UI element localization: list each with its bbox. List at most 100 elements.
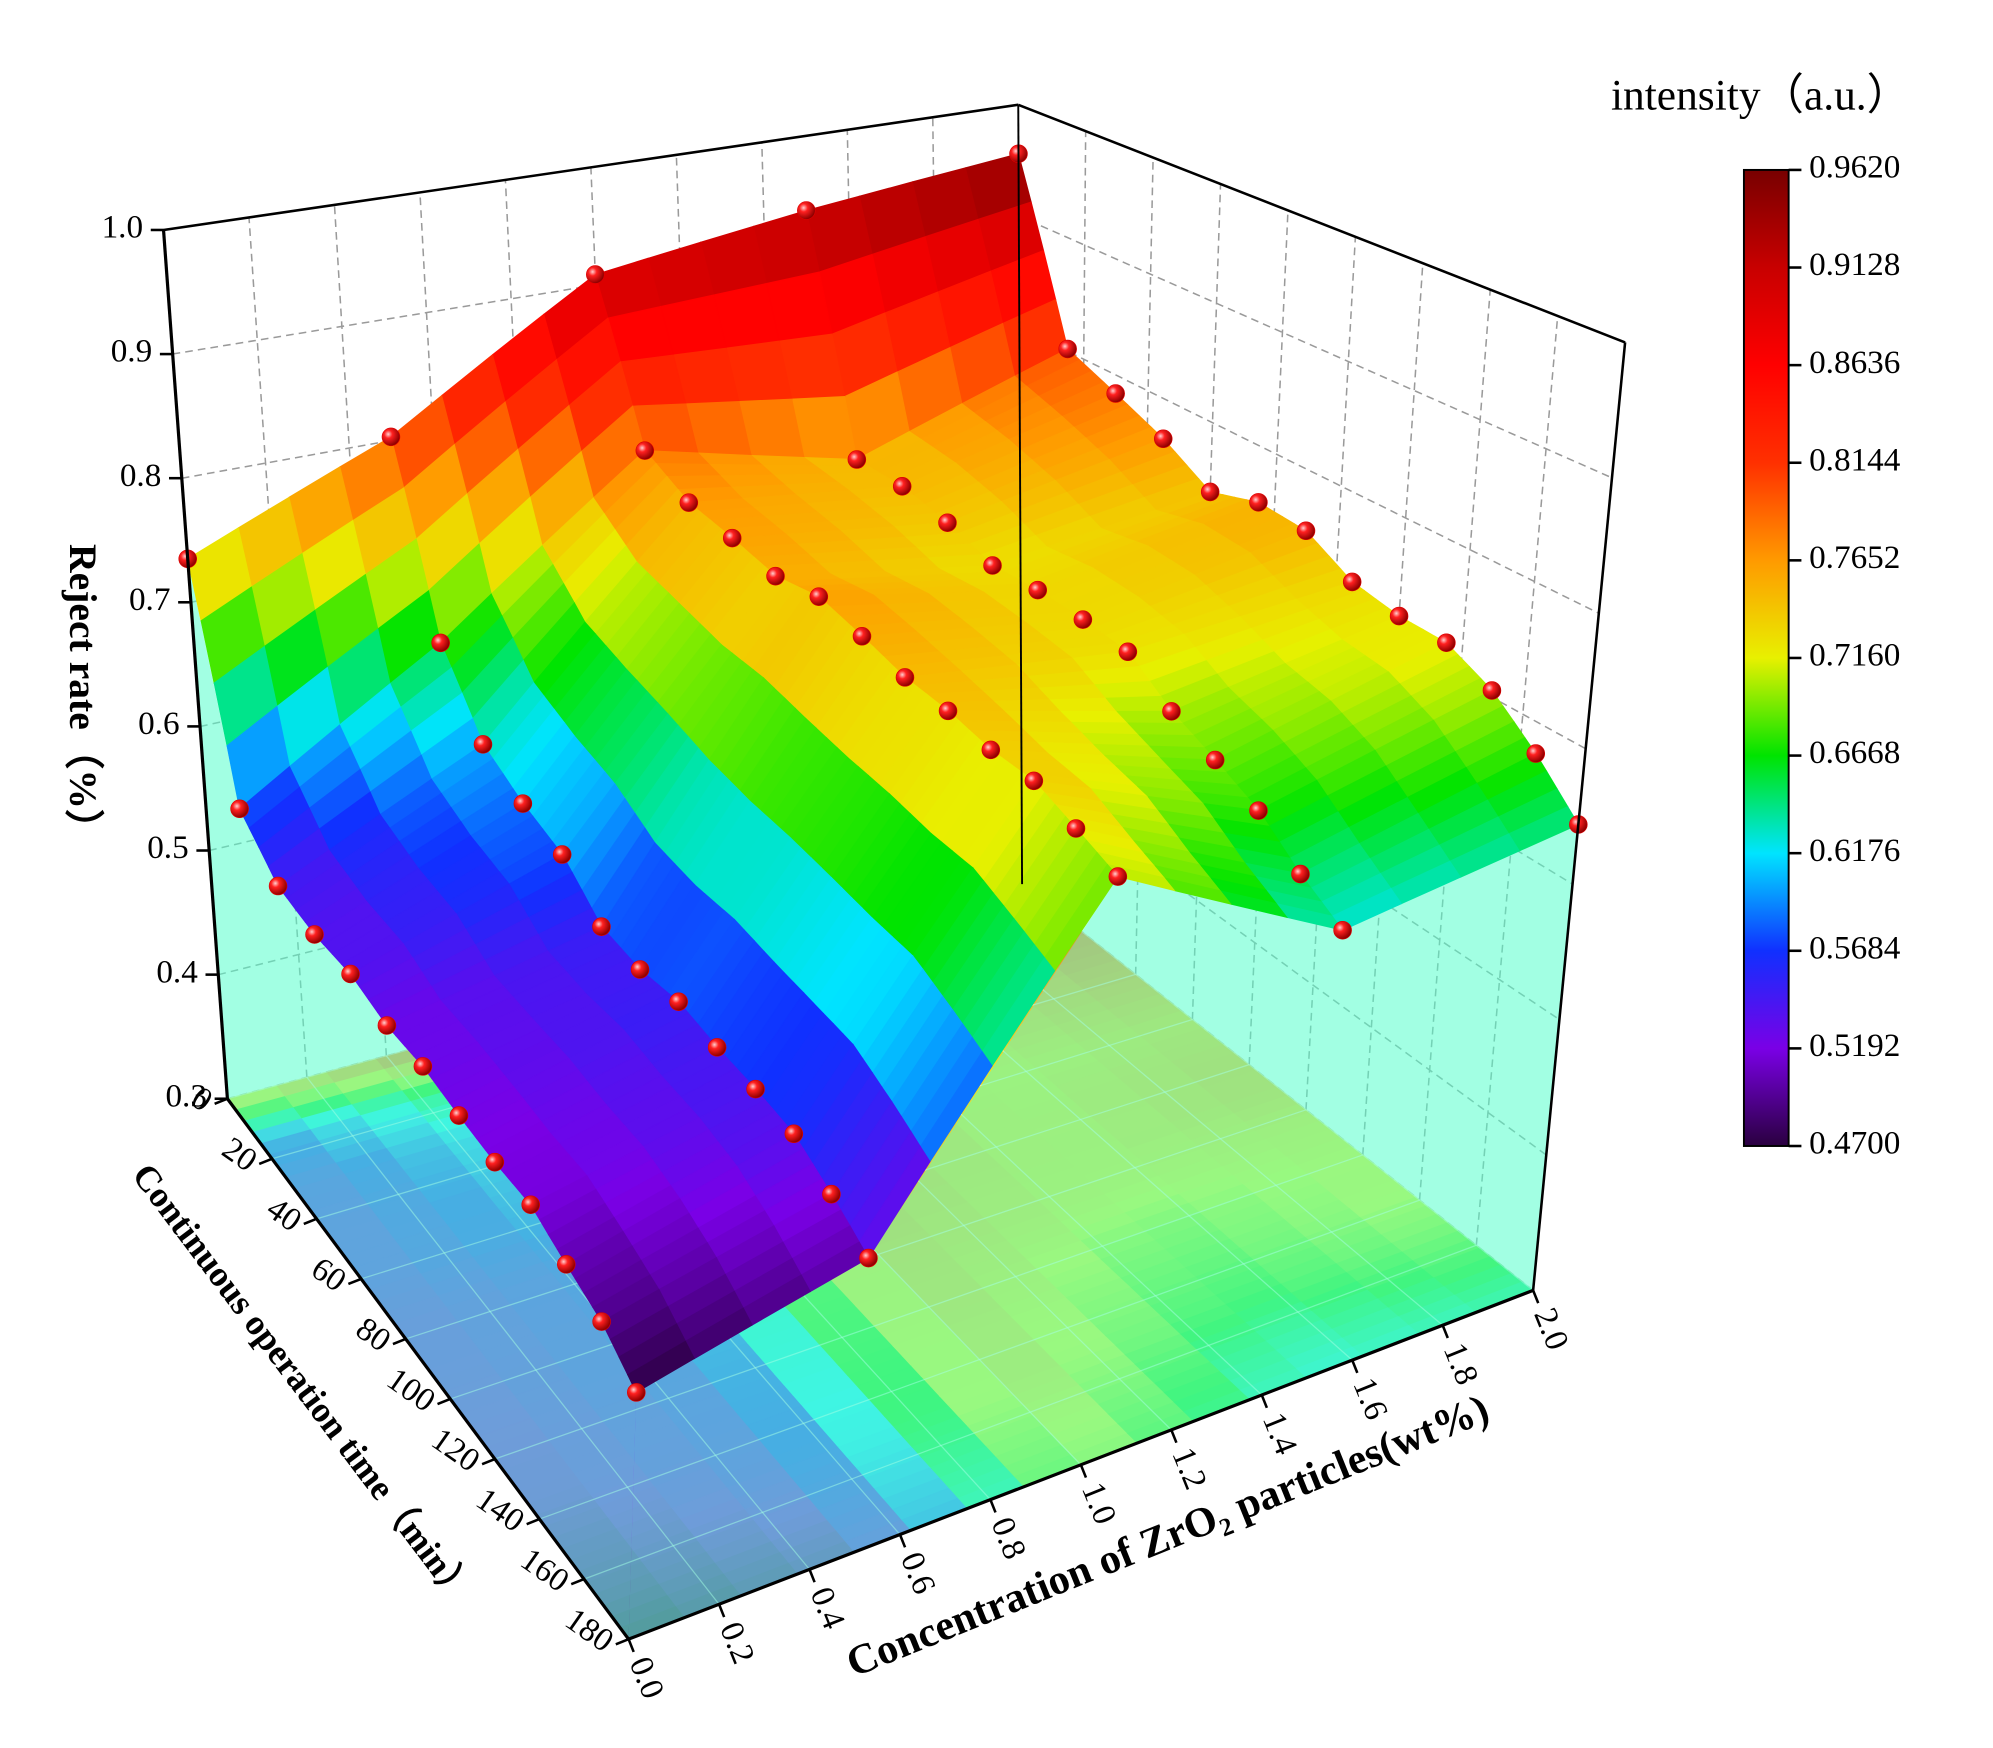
data-point bbox=[377, 1016, 397, 1035]
x-tick-label: 1.8 bbox=[1436, 1338, 1486, 1390]
colorbar-title: intensity（a.u.） bbox=[1611, 72, 1910, 120]
x-tick bbox=[989, 1499, 997, 1513]
z-axis bbox=[161, 229, 230, 1099]
box-edge bbox=[1531, 342, 1627, 1291]
data-point bbox=[679, 493, 699, 512]
data-point bbox=[1162, 702, 1181, 721]
x-tick bbox=[808, 1568, 816, 1583]
x-tick-label: 1.6 bbox=[1345, 1373, 1395, 1425]
grid-line bbox=[1362, 263, 1424, 1156]
data-point bbox=[669, 992, 688, 1011]
y-axis bbox=[226, 1097, 630, 1641]
y-tick bbox=[347, 1277, 362, 1286]
z-tick-label: 0.7 bbox=[129, 581, 171, 618]
y-tick bbox=[615, 1637, 630, 1646]
data-point bbox=[627, 1383, 646, 1402]
data-point bbox=[1437, 633, 1456, 652]
data-point bbox=[557, 1255, 576, 1274]
colorbar-tick-label: 0.6668 bbox=[1809, 734, 1900, 771]
x-tick bbox=[1079, 1464, 1088, 1479]
data-point bbox=[822, 1184, 841, 1204]
data-point bbox=[1333, 920, 1352, 940]
x-tick bbox=[717, 1603, 726, 1618]
colorbar-tick-label: 0.8144 bbox=[1809, 441, 1901, 478]
y-tick bbox=[570, 1577, 585, 1586]
data-point bbox=[892, 477, 912, 496]
colorbar bbox=[1742, 168, 1790, 1147]
data-point bbox=[1200, 482, 1220, 502]
data-point bbox=[1108, 867, 1128, 886]
x-tick-label: 0.8 bbox=[984, 1512, 1034, 1564]
data-point bbox=[1249, 493, 1268, 512]
data-point bbox=[1249, 801, 1268, 820]
data-point bbox=[797, 201, 816, 220]
data-point bbox=[1058, 339, 1077, 359]
data-point bbox=[938, 701, 958, 721]
data-point bbox=[707, 1038, 727, 1057]
box-edge bbox=[1017, 103, 1626, 344]
z-tick-label: 0.3 bbox=[165, 1077, 207, 1114]
grid-line bbox=[1134, 157, 1154, 975]
data-point bbox=[473, 735, 493, 754]
colorbar-tick-label: 0.9128 bbox=[1809, 246, 1900, 283]
x-tick-label: 1.0 bbox=[1074, 1477, 1124, 1529]
z-tick-label: 0.9 bbox=[111, 333, 153, 370]
data-point bbox=[1024, 771, 1044, 791]
data-point bbox=[746, 1079, 765, 1099]
data-point bbox=[784, 1124, 804, 1144]
data-point bbox=[1073, 610, 1093, 629]
box-edge bbox=[1017, 104, 1024, 885]
data-point bbox=[1526, 744, 1546, 763]
data-point bbox=[1066, 819, 1086, 838]
data-point bbox=[722, 528, 742, 548]
surface-patch bbox=[992, 699, 1062, 713]
data-point bbox=[1342, 572, 1362, 592]
surface bbox=[187, 153, 1580, 1394]
surface-patch bbox=[1037, 684, 1107, 701]
x-tick bbox=[627, 1638, 635, 1653]
grid-line bbox=[1191, 183, 1222, 1020]
x-tick-label: 0.4 bbox=[803, 1582, 853, 1635]
x-tick bbox=[1260, 1394, 1269, 1409]
data-point bbox=[938, 513, 957, 532]
data-point bbox=[413, 1057, 433, 1076]
data-point bbox=[852, 627, 872, 646]
data-point bbox=[1291, 864, 1310, 884]
data-point bbox=[1389, 606, 1409, 626]
data-point bbox=[592, 1312, 611, 1331]
data-point bbox=[268, 876, 288, 896]
x-tick-label: 0.2 bbox=[712, 1617, 762, 1669]
colorbar-tick-label: 0.7160 bbox=[1809, 637, 1900, 674]
data-point bbox=[809, 587, 829, 606]
side-wall bbox=[187, 558, 637, 1640]
x-tick bbox=[898, 1534, 907, 1548]
z-axis-title: Reject rate（%） bbox=[61, 544, 105, 849]
data-point bbox=[1482, 681, 1502, 700]
data-point bbox=[895, 668, 915, 687]
y-tick bbox=[392, 1337, 407, 1346]
data-point bbox=[521, 1195, 540, 1214]
x-tick-label: 2.0 bbox=[1526, 1303, 1576, 1355]
x-tick bbox=[1441, 1324, 1449, 1339]
data-point bbox=[381, 427, 401, 447]
y-tick bbox=[258, 1157, 273, 1166]
x-tick bbox=[1170, 1429, 1178, 1444]
data-point bbox=[305, 925, 324, 944]
data-point bbox=[1205, 750, 1225, 770]
surface-patch bbox=[1093, 680, 1162, 699]
x-tick-label: 1.2 bbox=[1164, 1442, 1214, 1494]
z-tick-label: 0.5 bbox=[147, 829, 189, 866]
data-point bbox=[431, 633, 450, 653]
data-point bbox=[485, 1152, 505, 1172]
data-point bbox=[1153, 429, 1173, 449]
data-point bbox=[230, 799, 249, 819]
y-tick bbox=[303, 1217, 318, 1226]
colorbar-tick-label: 0.6176 bbox=[1809, 832, 1900, 869]
z-tick-label: 0.8 bbox=[120, 457, 162, 494]
x-tick bbox=[1531, 1289, 1540, 1304]
data-point bbox=[630, 960, 650, 979]
data-point bbox=[1118, 642, 1138, 662]
colorbar-tick-label: 0.7652 bbox=[1809, 539, 1900, 576]
